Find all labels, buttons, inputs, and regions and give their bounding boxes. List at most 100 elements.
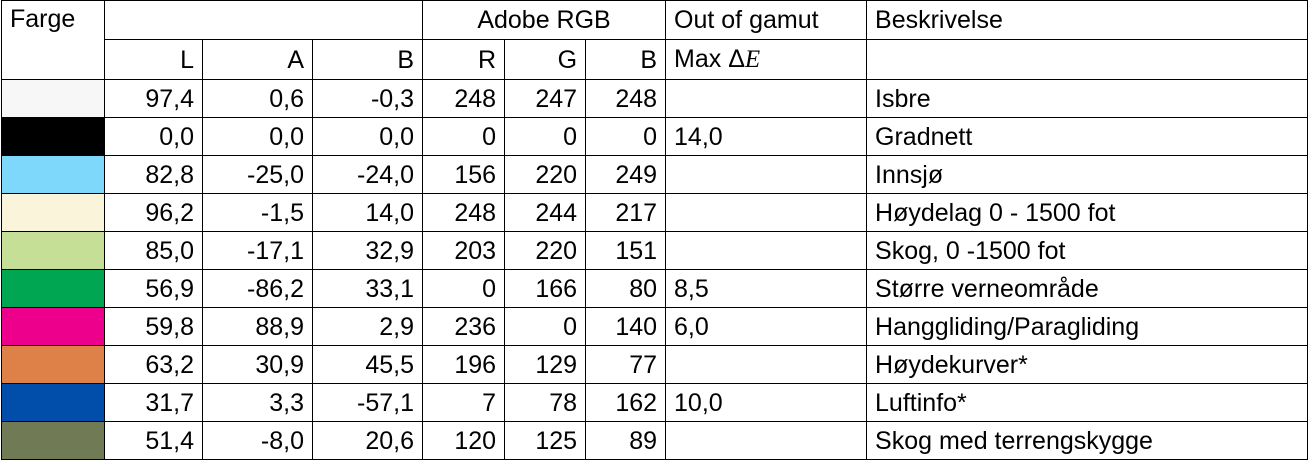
cell-r: 248 bbox=[422, 79, 506, 118]
cell-description: Høydelag 0 - 1500 fot bbox=[866, 193, 1308, 232]
table-row: 96,2 -1,5 14,0 248 244 217 Høydelag 0 - 1500 f… bbox=[1, 193, 1308, 232]
cell-l: 96,2 bbox=[104, 193, 203, 232]
cell-description: Større verneområde bbox=[866, 269, 1308, 308]
cell-r: 156 bbox=[422, 155, 506, 194]
cell-a: 88,9 bbox=[202, 307, 313, 346]
cell-r: 120 bbox=[422, 421, 506, 460]
cell-description: Luftinfo* bbox=[866, 383, 1308, 422]
table-row: 85,0 -17,1 32,9 203 220 151 Skog, 0 -1500 fot bbox=[1, 231, 1308, 270]
cell-g: 129 bbox=[504, 345, 587, 384]
cell-b-rgb: 140 bbox=[585, 307, 667, 346]
color-swatch bbox=[1, 307, 105, 346]
color-table: Farge Adobe RGB Out of gamut Beskrivelse… bbox=[1, 0, 1308, 460]
cell-b-rgb: 80 bbox=[585, 269, 667, 308]
header-farge: Farge bbox=[1, 0, 105, 80]
cell-gamut bbox=[665, 155, 868, 194]
cell-g: 244 bbox=[504, 193, 587, 232]
cell-l: 51,4 bbox=[104, 421, 203, 460]
color-swatch bbox=[1, 345, 105, 384]
cell-l: 59,8 bbox=[104, 307, 203, 346]
color-swatch bbox=[1, 193, 105, 232]
cell-description: Gradnett bbox=[866, 117, 1308, 156]
cell-r: 7 bbox=[422, 383, 506, 422]
cell-r: 203 bbox=[422, 231, 506, 270]
header-out-of-gamut: Out of gamut bbox=[665, 0, 868, 40]
max-delta-prefix: Max Δ bbox=[674, 45, 745, 73]
cell-b-rgb: 77 bbox=[585, 345, 667, 384]
cell-b: 45,5 bbox=[311, 345, 424, 384]
header-max-delta-e: Max ΔE bbox=[665, 39, 868, 80]
color-swatch bbox=[1, 269, 105, 308]
cell-b-rgb: 248 bbox=[585, 79, 667, 118]
cell-g: 78 bbox=[504, 383, 587, 422]
cell-b-rgb: 151 bbox=[585, 231, 667, 270]
table-row: 63,2 30,9 45,5 196 129 77 Høydekurver* bbox=[1, 345, 1308, 384]
header-b-rgb: B bbox=[585, 39, 667, 80]
color-swatch bbox=[1, 79, 105, 118]
cell-b: -0,3 bbox=[311, 79, 424, 118]
cell-gamut: 10,0 bbox=[665, 383, 868, 422]
cell-a: -25,0 bbox=[202, 155, 313, 194]
cell-g: 220 bbox=[504, 231, 587, 270]
cell-a: 3,3 bbox=[202, 383, 313, 422]
table-row: 51,4 -8,0 20,6 120 125 89 Skog med terrengskyg… bbox=[1, 421, 1308, 460]
cell-a: -17,1 bbox=[202, 231, 313, 270]
header-lab-group bbox=[103, 0, 424, 40]
header-beskrivelse-blank bbox=[866, 39, 1308, 80]
header-row-1: Farge Adobe RGB Out of gamut Beskrivelse bbox=[1, 0, 1308, 80]
cell-b-rgb: 89 bbox=[585, 421, 667, 460]
cell-g: 0 bbox=[504, 307, 587, 346]
cell-b: 33,1 bbox=[311, 269, 424, 308]
cell-b: 20,6 bbox=[311, 421, 424, 460]
cell-r: 196 bbox=[422, 345, 506, 384]
color-swatch bbox=[1, 383, 105, 422]
cell-b: 2,9 bbox=[311, 307, 424, 346]
table-row: 82,8 -25,0 -24,0 156 220 249 Innsjø bbox=[1, 155, 1308, 194]
header-beskrivelse: Beskrivelse bbox=[866, 0, 1308, 40]
cell-a: 0,0 bbox=[202, 117, 313, 156]
cell-b-rgb: 162 bbox=[585, 383, 667, 422]
color-swatch bbox=[1, 117, 105, 156]
cell-b-rgb: 0 bbox=[585, 117, 667, 156]
cell-a: 0,6 bbox=[202, 79, 313, 118]
cell-l: 97,4 bbox=[104, 79, 203, 118]
table-row: 31,7 3,3 -57,1 7 78 162 10,0 Luftinfo* bbox=[1, 383, 1308, 422]
cell-b: 0,0 bbox=[311, 117, 424, 156]
cell-g: 220 bbox=[504, 155, 587, 194]
cell-description: Isbre bbox=[866, 79, 1308, 118]
cell-b: -24,0 bbox=[311, 155, 424, 194]
cell-gamut bbox=[665, 231, 868, 270]
cell-l: 63,2 bbox=[104, 345, 203, 384]
cell-l: 0,0 bbox=[104, 117, 203, 156]
table-row: 0,0 0,0 0,0 0 0 0 14,0 Gradnett bbox=[1, 117, 1308, 156]
cell-g: 125 bbox=[504, 421, 587, 460]
cell-gamut: 6,0 bbox=[665, 307, 868, 346]
cell-g: 0 bbox=[504, 117, 587, 156]
header-r: R bbox=[422, 39, 506, 80]
cell-l: 85,0 bbox=[104, 231, 203, 270]
cell-description: Høydekurver* bbox=[866, 345, 1308, 384]
cell-b-rgb: 217 bbox=[585, 193, 667, 232]
cell-r: 0 bbox=[422, 117, 506, 156]
cell-description: Skog, 0 -1500 fot bbox=[866, 231, 1308, 270]
table-row: 97,4 0,6 -0,3 248 247 248 Isbre bbox=[1, 79, 1308, 118]
cell-description: Skog med terrengskygge bbox=[866, 421, 1308, 460]
cell-gamut bbox=[665, 345, 868, 384]
cell-b: 32,9 bbox=[311, 231, 424, 270]
cell-description: Innsjø bbox=[866, 155, 1308, 194]
cell-r: 236 bbox=[422, 307, 506, 346]
cell-g: 247 bbox=[504, 79, 587, 118]
cell-b: -57,1 bbox=[311, 383, 424, 422]
cell-a: -8,0 bbox=[202, 421, 313, 460]
cell-a: 30,9 bbox=[202, 345, 313, 384]
cell-gamut: 8,5 bbox=[665, 269, 868, 308]
cell-gamut bbox=[665, 421, 868, 460]
cell-g: 166 bbox=[504, 269, 587, 308]
max-delta-e: E bbox=[744, 46, 761, 73]
cell-l: 56,9 bbox=[104, 269, 203, 308]
cell-a: -1,5 bbox=[202, 193, 313, 232]
cell-description: Hanggliding/Paragliding bbox=[866, 307, 1308, 346]
cell-a: -86,2 bbox=[202, 269, 313, 308]
color-swatch bbox=[1, 421, 105, 460]
cell-l: 82,8 bbox=[104, 155, 203, 194]
